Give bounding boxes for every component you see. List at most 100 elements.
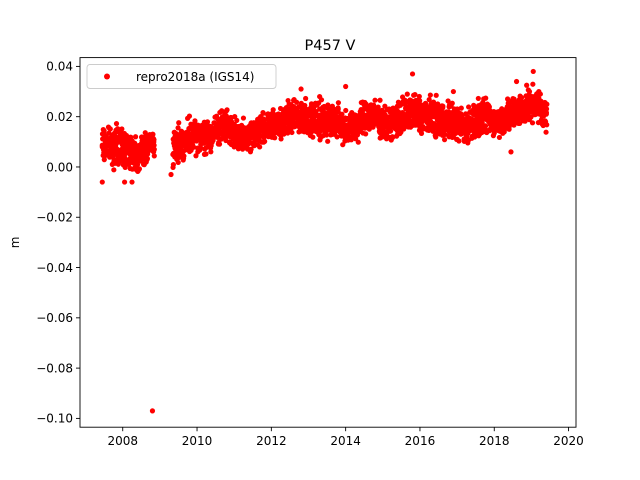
data-point bbox=[465, 119, 471, 125]
data-point bbox=[526, 88, 533, 95]
data-point bbox=[283, 111, 289, 117]
data-point bbox=[132, 134, 139, 140]
data-point bbox=[528, 114, 534, 120]
data-point bbox=[204, 119, 211, 125]
data-point bbox=[473, 119, 479, 125]
data-point bbox=[150, 131, 156, 137]
data-point bbox=[427, 92, 433, 98]
data-point bbox=[305, 126, 312, 132]
data-point bbox=[112, 139, 118, 145]
data-point bbox=[144, 155, 151, 162]
plot-area bbox=[99, 68, 550, 414]
data-point bbox=[303, 95, 309, 102]
data-point bbox=[231, 144, 237, 150]
data-point bbox=[181, 153, 187, 159]
data-point bbox=[213, 126, 219, 132]
data-point bbox=[428, 104, 434, 110]
data-point bbox=[395, 109, 401, 115]
data-point bbox=[253, 124, 260, 130]
data-point bbox=[433, 134, 439, 140]
y-axis-label: m bbox=[8, 237, 22, 249]
data-point bbox=[513, 114, 520, 120]
data-point bbox=[235, 141, 241, 147]
y-tick-label: −0.06 bbox=[36, 311, 73, 325]
data-point bbox=[183, 144, 189, 150]
y-axis: 0.04 0.02 0.00 −0.02 −0.04 −0.06 −0.08 −0.10 bbox=[36, 60, 80, 426]
data-point bbox=[346, 129, 352, 135]
data-point bbox=[466, 104, 472, 110]
data-point bbox=[480, 109, 486, 115]
data-point bbox=[476, 114, 482, 120]
data-point bbox=[101, 128, 107, 134]
data-point bbox=[517, 106, 523, 112]
data-point bbox=[387, 128, 394, 134]
legend: repro2018a (IGS14) bbox=[86, 64, 277, 89]
data-point bbox=[190, 144, 197, 150]
data-point bbox=[261, 126, 267, 132]
data-point bbox=[227, 134, 234, 140]
data-point bbox=[317, 106, 323, 112]
data-point bbox=[111, 167, 117, 173]
y-tick-label: 0.04 bbox=[46, 60, 73, 74]
data-point bbox=[320, 111, 326, 117]
data-point bbox=[99, 144, 105, 150]
data-point bbox=[510, 121, 516, 127]
x-tick-label: 2010 bbox=[182, 434, 213, 448]
data-point bbox=[105, 141, 111, 147]
data-point bbox=[372, 119, 378, 125]
data-point bbox=[278, 136, 284, 142]
data-point bbox=[129, 179, 135, 185]
data-point bbox=[530, 68, 536, 75]
data-point bbox=[433, 92, 439, 98]
data-point bbox=[298, 86, 304, 92]
data-point bbox=[142, 141, 148, 147]
data-point bbox=[272, 124, 278, 130]
data-point bbox=[376, 124, 382, 130]
data-point bbox=[113, 121, 120, 127]
data-point bbox=[377, 97, 383, 103]
data-point bbox=[216, 119, 222, 125]
data-point bbox=[543, 106, 550, 112]
data-point bbox=[116, 149, 122, 155]
data-point bbox=[416, 93, 422, 100]
data-point bbox=[270, 107, 276, 113]
data-point bbox=[335, 100, 341, 106]
data-point bbox=[461, 124, 468, 130]
data-point bbox=[389, 134, 396, 141]
data-point bbox=[276, 129, 282, 135]
y-tick-label: −0.08 bbox=[36, 361, 73, 375]
data-point bbox=[354, 121, 360, 127]
data-point bbox=[302, 121, 308, 127]
data-point bbox=[375, 104, 381, 110]
data-point bbox=[248, 146, 254, 152]
x-tick-label: 2016 bbox=[405, 434, 436, 448]
data-point bbox=[209, 131, 215, 137]
data-point bbox=[391, 116, 397, 122]
data-point bbox=[119, 126, 125, 132]
data-point bbox=[146, 134, 152, 140]
data-point bbox=[343, 83, 349, 90]
data-point bbox=[491, 119, 497, 125]
data-point bbox=[268, 116, 274, 122]
data-point bbox=[372, 97, 378, 103]
data-point bbox=[409, 99, 416, 105]
chart-title: P457 V bbox=[305, 38, 356, 54]
data-point bbox=[198, 141, 204, 147]
x-tick-label: 2014 bbox=[330, 434, 361, 448]
data-point bbox=[175, 139, 182, 145]
data-point bbox=[224, 107, 230, 113]
data-point bbox=[412, 91, 418, 98]
data-point bbox=[262, 138, 268, 145]
data-point bbox=[108, 146, 115, 152]
y-tick-label: −0.04 bbox=[36, 261, 73, 275]
data-point bbox=[502, 124, 509, 130]
data-point bbox=[136, 166, 143, 172]
legend-box bbox=[86, 64, 277, 89]
data-point bbox=[208, 149, 214, 155]
data-point bbox=[107, 126, 113, 132]
data-point bbox=[257, 144, 263, 150]
legend-label: repro2018a (IGS14) bbox=[136, 70, 254, 84]
data-point bbox=[420, 126, 426, 132]
data-point bbox=[328, 124, 334, 130]
x-tick-label: 2012 bbox=[256, 434, 287, 448]
